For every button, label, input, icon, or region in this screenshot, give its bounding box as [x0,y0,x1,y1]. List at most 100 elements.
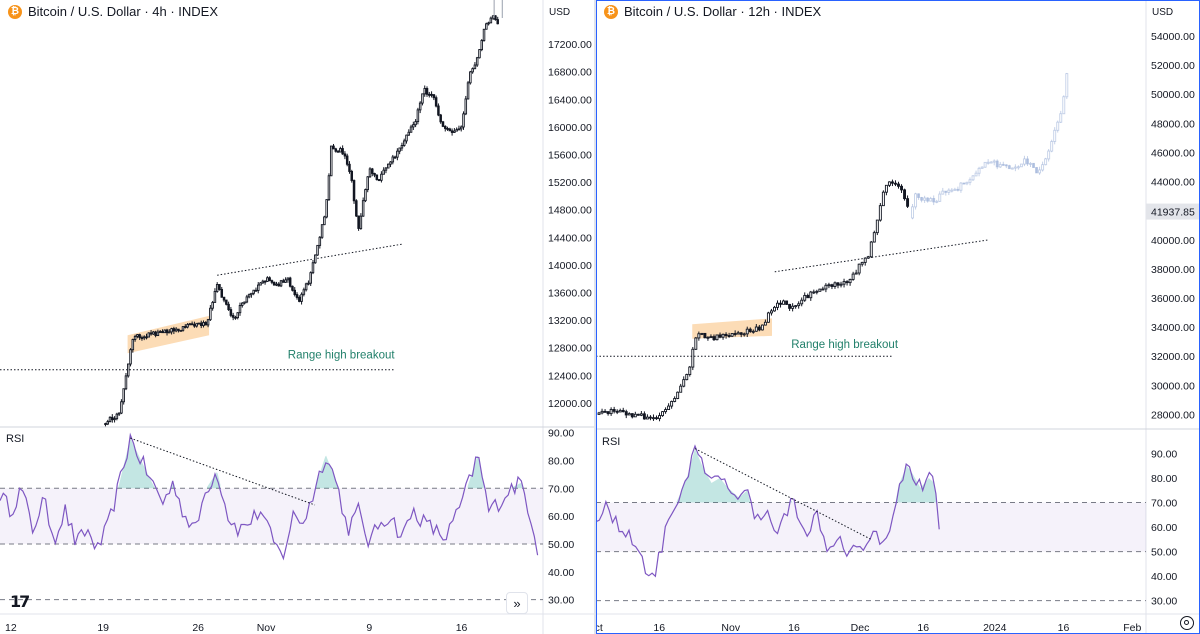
candle [827,284,831,287]
candle [621,409,625,413]
rsi-tick-label: 30.00 [548,595,574,607]
rsi-trendline [694,448,872,540]
candle [318,236,322,246]
rsi-overbought-fill [315,455,338,489]
candle [763,321,767,326]
candle [275,283,278,286]
candle [282,280,285,283]
candle [163,329,166,334]
candle [485,23,488,30]
currency-label: USD [549,7,570,18]
candle [721,333,725,338]
rsi-tick-label: 30.00 [1151,596,1177,608]
candle [156,331,160,336]
candle [821,288,825,291]
candle [655,417,658,420]
price-tick-label: 13600.00 [548,287,592,299]
candle [471,68,474,73]
candle [830,284,834,287]
candle [884,184,888,193]
candle [339,148,342,153]
tradingview-logo-icon[interactable]: 17 [10,592,30,611]
candle [679,385,683,393]
ghost-candle [947,189,951,193]
candle [600,410,604,414]
candle [336,150,340,153]
price-tick-label: 32000.00 [1151,351,1195,363]
time-tick-label: Nov [257,622,276,634]
candle [423,88,426,95]
candle [806,294,810,299]
price-plot: Range high breakout [596,72,1069,422]
price-tick-label: 12800.00 [548,343,592,355]
candle [812,291,816,294]
candle [106,421,109,425]
pane-separator[interactable] [594,0,596,634]
last-price-badge [1146,203,1200,220]
candle [875,219,879,234]
candle [204,322,208,326]
candle [254,289,258,292]
price-tick-label: 16000.00 [548,122,592,134]
candle [897,183,900,187]
symbol-legend-left[interactable]: ₿ Bitcoin / U.S. Dollar · 4h · INDEX [8,4,218,19]
candle [748,328,752,333]
candle [730,333,734,337]
candle [293,289,296,295]
candle [172,328,176,332]
candle [782,300,786,305]
candle [815,290,819,293]
ghost-candle [935,200,939,203]
candle [869,241,873,258]
scroll-to-realtime-button[interactable]: » [506,592,528,614]
candle [769,310,773,314]
candle [140,337,144,340]
candle [703,332,707,339]
candle [866,256,870,259]
ghost-candle [965,181,969,185]
candle [218,284,221,290]
chart-pane-right[interactable]: ₿ Bitcoin / U.S. Dollar · 12h · INDEX US… [596,0,1200,634]
candle [184,326,187,328]
candle [727,335,731,337]
candle [209,307,212,321]
settings-gear-icon[interactable] [1180,616,1194,630]
candle [272,281,276,286]
candle [277,283,281,287]
candle [234,316,237,319]
candle [261,280,265,284]
price-chart-right[interactable]: USD 28000.00 30000.00 32000.00 34000.00 36000… [596,0,1200,634]
candle [652,417,655,420]
candle [129,349,132,365]
candle [851,273,855,280]
candle [421,93,424,104]
candle [111,416,114,421]
rsi-tick-label: 80.00 [1151,473,1177,485]
time-tick-label: 19 [97,622,109,634]
candle [448,128,452,132]
candle [444,125,447,129]
ghost-candle [932,197,936,203]
ghost-candle [1062,96,1066,115]
price-tick-label: 46000.00 [1151,147,1195,159]
candle [295,294,299,298]
candle [700,332,704,335]
candle [304,283,308,291]
rsi-tick-label: 70.00 [1151,498,1177,510]
candle [742,333,746,336]
time-tick-label: 2024 [983,622,1007,634]
candle [754,326,758,332]
candle [667,405,671,410]
candle [800,299,804,305]
candle [391,156,395,163]
time-tick-label: 12 [5,622,17,634]
symbol-legend-right[interactable]: ₿ Bitcoin / U.S. Dollar · 12h · INDEX [604,4,821,19]
candle [359,215,363,229]
price-chart-left[interactable]: USD 12000.00 12400.00 12800.00 13200.00 13600… [0,0,594,634]
candle [480,40,483,51]
chart-pane-left[interactable]: ₿ Bitcoin / U.S. Dollar · 4h · INDEX USD… [0,0,594,634]
candle [457,128,461,131]
candle [639,413,643,416]
rsi-line [596,444,940,578]
candle [450,130,454,133]
